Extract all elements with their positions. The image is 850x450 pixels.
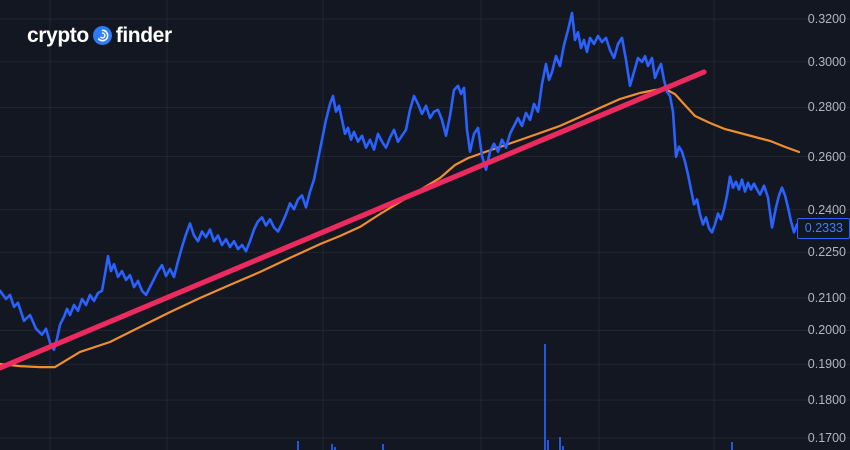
cryptofinder-logo[interactable]: crypto finder: [27, 25, 172, 46]
y-axis-tick-label: 0.2250: [807, 245, 846, 260]
volume-bar: [731, 442, 733, 450]
trendline-line: [0, 69, 707, 371]
y-axis-tick-label: 0.3000: [807, 54, 846, 69]
swirl-circle-icon: [92, 26, 113, 45]
moving-average-line: [0, 87, 801, 369]
volume-bar: [331, 444, 333, 450]
y-axis-tick-label: 0.1800: [807, 393, 846, 408]
volume-bar: [544, 344, 546, 450]
logo-text-finder: finder: [115, 24, 172, 47]
logo-text-crypto: crypto: [27, 24, 89, 47]
volume-bar: [547, 440, 549, 450]
y-axis-tick-label: 0.1900: [807, 357, 846, 372]
current-price-label: 0.2333: [796, 217, 850, 239]
volume-bar: [559, 437, 561, 450]
y-axis-tick-label: 0.2000: [807, 323, 846, 338]
y-axis-tick-label: 0.2800: [807, 100, 846, 115]
price-axis[interactable]: 0.3200 0.3000 0.2800 0.2600 0.2400 0.2250 0.21…: [792, 0, 850, 450]
volume-bar: [382, 444, 384, 450]
y-axis-tick-label: 0.2600: [807, 149, 846, 164]
volume-bar: [334, 447, 336, 450]
y-axis-tick-label: 0.2100: [807, 291, 846, 306]
volume-bar: [562, 446, 564, 450]
volume-bar: [297, 441, 299, 450]
price-line: [0, 11, 802, 352]
y-axis-tick-label: 0.3200: [807, 12, 846, 27]
y-axis-tick-label: 0.1700: [807, 431, 846, 445]
y-axis-tick-label: 0.2400: [807, 202, 846, 217]
